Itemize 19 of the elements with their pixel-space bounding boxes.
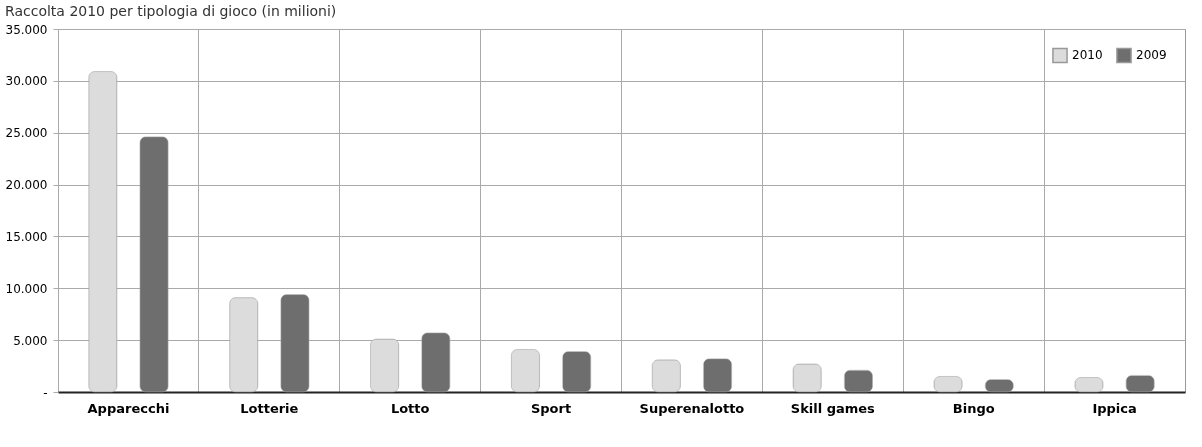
y-tick-label: 35.000 (5, 22, 48, 37)
y-tick-label: 20.000 (5, 178, 48, 193)
y-tick-label: 30.000 (5, 74, 48, 89)
x-tick-label: Lotto (390, 400, 430, 416)
x-tick-label: Sport (530, 400, 572, 416)
x-tick-label: Bingo (952, 400, 995, 416)
y-tick-label: 25.000 (5, 126, 48, 141)
x-tick-label: Superenalotto (639, 400, 745, 416)
legend-label: 2009 (1136, 48, 1167, 63)
x-tick-label: Skill games (790, 400, 876, 416)
x-tick-label: Apparecchi (87, 400, 170, 416)
legend-label: 2010 (1072, 48, 1103, 63)
y-tick-label: - (43, 385, 48, 400)
y-tick-label: 5.000 (13, 333, 48, 348)
x-tick-label: Ippica (1092, 400, 1137, 416)
y-tick-label: 10.000 (5, 281, 48, 296)
x-tick-label: Lotterie (240, 400, 299, 416)
chart-title: Raccolta 2010 per tipologia di gioco (in milioni) (5, 3, 337, 19)
y-tick-label: 15.000 (5, 229, 48, 244)
